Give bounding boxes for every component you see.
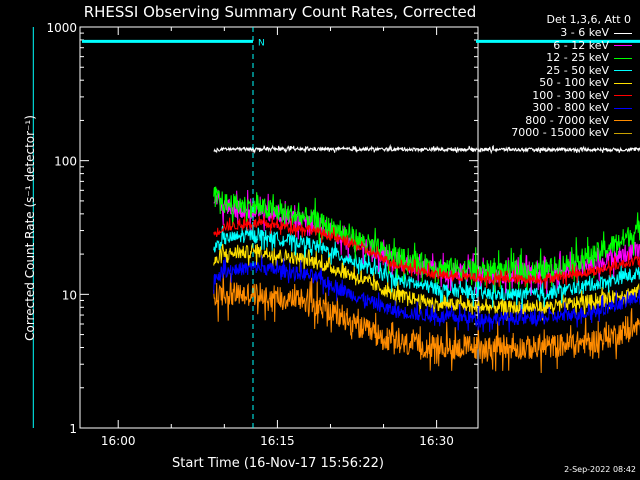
legend-swatch — [614, 70, 632, 72]
legend-item: 50 - 100 keV — [472, 76, 632, 90]
x-tick-label: 16:00 — [101, 434, 136, 448]
legend-label: 100 - 300 keV — [532, 88, 609, 102]
legend-swatch — [614, 95, 632, 97]
legend-item: 25 - 50 keV — [472, 63, 632, 78]
legend-swatch — [614, 120, 632, 122]
series-line — [213, 215, 640, 289]
legend-label: 50 - 100 keV — [539, 76, 609, 89]
overlay-layer: N — [32, 27, 640, 428]
series-line — [213, 242, 640, 321]
series-line — [213, 143, 640, 155]
legend-swatch — [614, 32, 632, 34]
y-tick-label: 1000 — [46, 21, 77, 35]
legend-item: 3 - 6 keV — [472, 26, 632, 40]
legend-label: 6 - 12 keV — [553, 38, 609, 52]
axis-ticks: 16:00 16:15 16:30 1 10 100 1000 — [46, 21, 478, 448]
legend-label: 7000 - 15000 keV — [511, 126, 609, 139]
x-tick-label: 16:15 — [260, 434, 295, 448]
legend-swatch — [614, 107, 632, 109]
legend-swatch — [614, 132, 632, 134]
legend-item: 800 - 7000 keV — [472, 113, 632, 128]
plot-frame — [79, 26, 479, 429]
state-bar-label: N — [258, 38, 265, 48]
legend-swatch — [614, 82, 632, 84]
series-line — [213, 186, 640, 294]
x-axis-label: Start Time (16-Nov-17 15:56:22) — [172, 456, 384, 471]
legend-item: 6 - 12 keV — [472, 38, 632, 53]
series-layer — [213, 143, 640, 374]
legend-label: 3 - 6 keV — [560, 26, 609, 39]
legend-item: 100 - 300 keV — [472, 88, 632, 103]
legend-label: 800 - 7000 keV — [525, 113, 609, 127]
legend-swatch — [614, 57, 632, 59]
y-axis-label: Corrected Count Rate (s⁻¹ detector⁻¹) — [23, 115, 37, 341]
legend-item: 300 - 800 keV — [472, 101, 632, 115]
legend-swatch — [614, 45, 632, 47]
legend-entries: 3 - 6 keV 6 - 12 keV 12 - 25 keV 25 - 50 ke… — [472, 26, 632, 140]
legend: Det 1,3,6, Att 0 3 - 6 keV 6 - 12 keV 12 -… — [472, 12, 632, 140]
legend-item: 7000 - 15000 keV — [472, 126, 632, 140]
timestamp: 2-Sep-2022 08:42 — [564, 465, 636, 474]
plot-border — [79, 26, 479, 429]
legend-label: 300 - 800 keV — [532, 101, 609, 114]
x-tick-label: 16:30 — [419, 434, 454, 448]
y-tick-label: 1 — [69, 422, 77, 436]
y-tick-label: 10 — [62, 288, 77, 302]
y-tick-label: 100 — [54, 155, 77, 169]
legend-item: 12 - 25 keV — [472, 51, 632, 65]
series-line — [213, 221, 640, 310]
series-line — [213, 255, 640, 333]
series-line — [213, 272, 640, 374]
legend-header: Det 1,3,6, Att 0 — [546, 13, 631, 26]
legend-label: 12 - 25 keV — [546, 51, 609, 64]
legend-label: 25 - 50 keV — [546, 63, 609, 77]
chart-title: RHESSI Observing Summary Count Rates, Co… — [84, 3, 477, 21]
